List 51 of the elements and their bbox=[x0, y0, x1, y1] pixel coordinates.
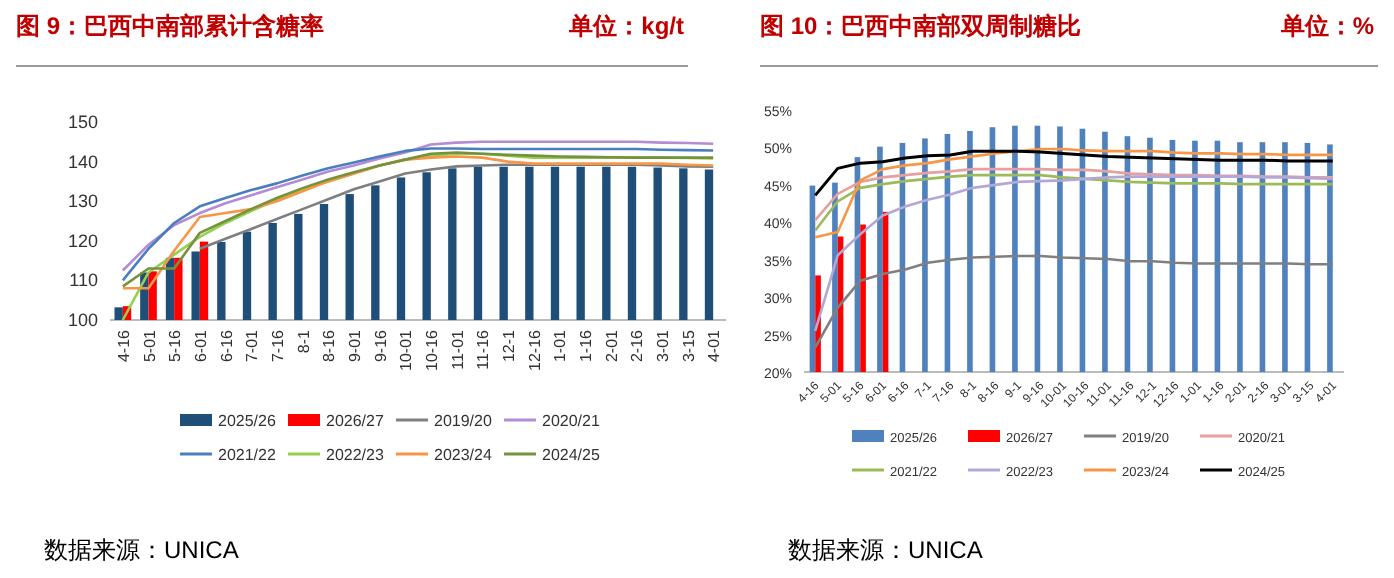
source-note: 数据来源：UNICA bbox=[44, 536, 239, 564]
x-tick-label: 6-01 bbox=[191, 328, 210, 363]
x-tick-label: 5-01 bbox=[140, 328, 159, 363]
x-tick-label: 2-01 bbox=[602, 328, 621, 363]
x-tick-label: 7-16 bbox=[268, 328, 287, 363]
legend-label: 2022/23 bbox=[326, 446, 385, 464]
x-tick-label: 4-01 bbox=[705, 328, 724, 363]
x-tick-label: 6-16 bbox=[217, 328, 236, 363]
x-tick-label: 12-1 bbox=[499, 328, 518, 363]
x-tick-label: 10-01 bbox=[397, 328, 416, 371]
y-tick-label: 130 bbox=[67, 191, 98, 212]
x-tick-label: 10-16 bbox=[422, 328, 441, 371]
legend-label: 2019/20 bbox=[434, 412, 493, 430]
x-tick-label: 1-16 bbox=[576, 328, 595, 363]
x-tick-label: 9-16 bbox=[371, 328, 390, 363]
x-tick-label: 5-16 bbox=[166, 328, 185, 363]
legend-label: 2023/24 bbox=[434, 446, 493, 464]
line-series bbox=[198, 163, 715, 251]
line-series bbox=[813, 167, 1335, 222]
y-tick-label: 100 bbox=[67, 310, 98, 330]
y-tick-label: 120 bbox=[67, 230, 98, 251]
x-tick-label: 12-16 bbox=[525, 328, 544, 371]
legend-label: 2021/22 bbox=[218, 446, 277, 464]
x-tick-label: 3-01 bbox=[653, 328, 672, 363]
legend-label: 2025/26 bbox=[218, 412, 277, 430]
chart-title: 图 9：巴西中南部累计含糖率 bbox=[16, 12, 325, 40]
y-tick-label: 140 bbox=[67, 151, 98, 172]
x-tick-label: 2-16 bbox=[628, 328, 647, 363]
line-series bbox=[813, 147, 1335, 239]
chart-title: 图 10：巴西中南部双周制糖比 bbox=[760, 12, 1082, 40]
x-tick-label: 8-1 bbox=[294, 328, 313, 354]
source-note: 数据来源：UNICA bbox=[788, 536, 983, 564]
x-tick-label: 1-01 bbox=[551, 328, 570, 363]
y-tick-label: 150 bbox=[67, 112, 98, 132]
chart-subtitle: 单位：kg/t bbox=[567, 12, 684, 40]
x-tick-label: 11-16 bbox=[474, 328, 493, 370]
line-series bbox=[813, 175, 1335, 333]
x-tick-label: 9-01 bbox=[345, 328, 364, 363]
line-series bbox=[813, 149, 1335, 197]
y-tick-label: 110 bbox=[69, 270, 98, 291]
legend-label: 2026/27 bbox=[326, 412, 385, 430]
x-tick-label: 11-01 bbox=[448, 328, 467, 370]
chart-subtitle: 单位：% bbox=[1278, 12, 1375, 40]
x-tick-label: 4-16 bbox=[114, 328, 133, 363]
legend-label: 2024/25 bbox=[542, 446, 601, 464]
legend-label: 2020/21 bbox=[542, 412, 601, 430]
line-series bbox=[813, 254, 1335, 349]
x-tick-label: 7-01 bbox=[243, 328, 262, 363]
line-series bbox=[813, 173, 1335, 232]
x-tick-label: 3-15 bbox=[679, 328, 698, 363]
x-tick-label: 8-16 bbox=[320, 328, 339, 363]
